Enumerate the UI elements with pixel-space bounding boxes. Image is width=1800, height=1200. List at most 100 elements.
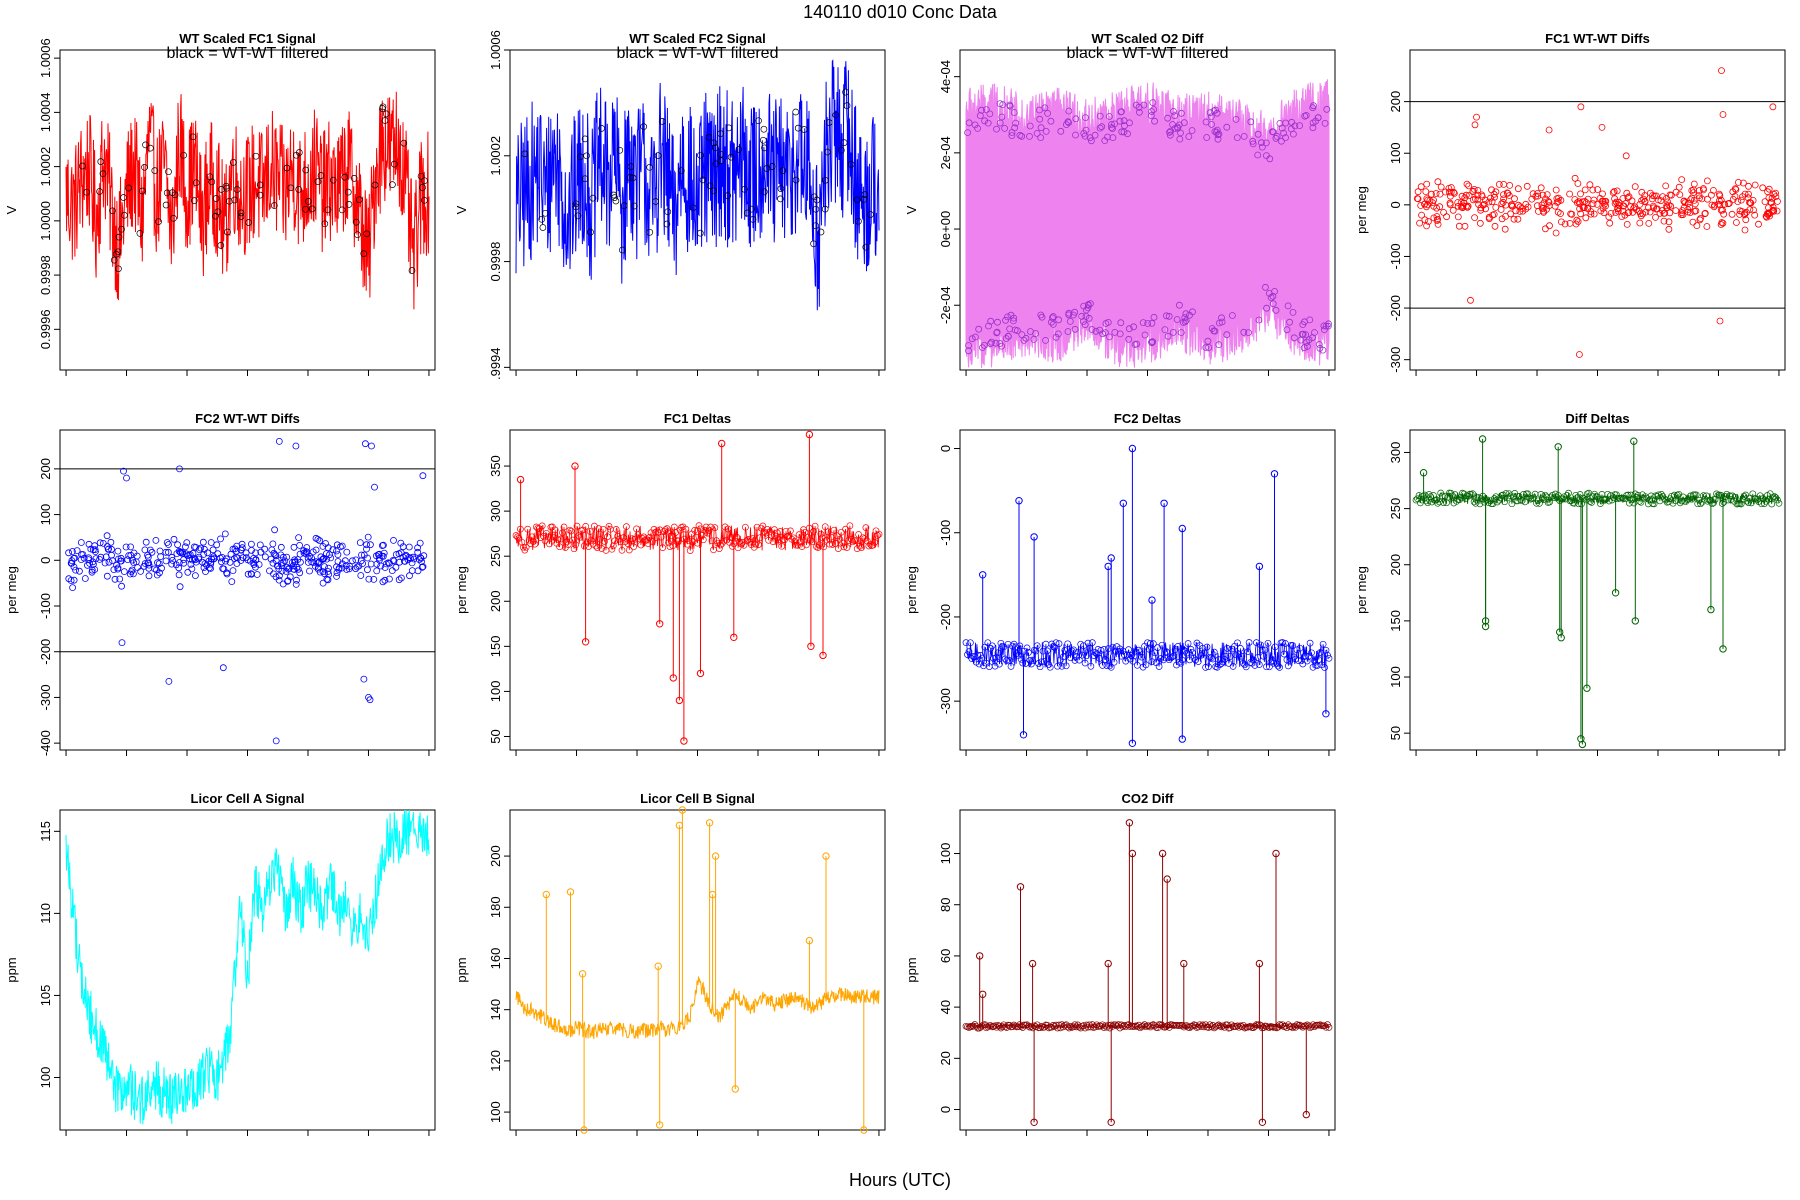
series-point-lower-level <box>979 344 986 352</box>
y-tick-label: -300 <box>1388 347 1403 373</box>
data-point <box>363 545 370 553</box>
data-point <box>107 538 115 546</box>
series-point <box>1229 663 1237 670</box>
data-point <box>358 551 365 559</box>
series-point <box>736 538 743 546</box>
filtered-point <box>587 228 594 236</box>
data-point <box>1478 191 1486 199</box>
series-point <box>740 541 748 549</box>
filtered-point <box>658 118 666 125</box>
x-tick-label: 20 <box>811 378 825 380</box>
series-point-upper-level <box>978 106 985 114</box>
data-point <box>1446 201 1454 209</box>
data-point <box>1433 213 1441 220</box>
filtered-point <box>717 150 725 158</box>
data-point <box>292 580 300 588</box>
data-point <box>1445 184 1453 192</box>
series-point <box>808 538 816 546</box>
series-point-upper-level <box>1108 121 1115 128</box>
data-point <box>1418 211 1425 219</box>
chart-title: FC1 Deltas <box>664 411 731 426</box>
plot-frame <box>959 429 1336 751</box>
series-line-fc1-signal <box>65 91 430 310</box>
series-point-upper-level <box>1272 134 1280 142</box>
filtered-point <box>317 172 325 179</box>
series-point-lower-level <box>1149 338 1157 346</box>
series-point-upper-level <box>1254 130 1262 138</box>
data-point <box>388 567 396 575</box>
data-point <box>1636 200 1644 208</box>
filtered-point <box>777 195 784 203</box>
series-point <box>1245 639 1253 646</box>
data-point <box>1568 210 1576 218</box>
data-point <box>414 548 422 556</box>
data-point <box>1650 192 1658 200</box>
series-point <box>1087 662 1095 670</box>
series-point-upper-level <box>1169 121 1177 128</box>
series-point-upper-level <box>1232 116 1240 123</box>
y-tick-label: 0.9996 <box>38 309 53 349</box>
data-point <box>1614 205 1622 213</box>
data-point <box>116 575 124 583</box>
series-point <box>1212 663 1220 670</box>
series-point-upper-level <box>1207 113 1215 121</box>
chart-title: WT Scaled FC2 Signal <box>629 31 766 46</box>
y-tick-label: 0.9998 <box>488 242 503 282</box>
data-point <box>329 546 337 554</box>
spike-point <box>1302 1110 1310 1119</box>
spike-point <box>807 642 815 651</box>
series-point <box>1289 642 1297 649</box>
data-point <box>114 547 122 555</box>
data-point <box>1423 195 1431 203</box>
data-point <box>233 542 241 550</box>
series-point <box>801 528 809 536</box>
x-tick-label: 24 <box>1322 758 1336 760</box>
data-point <box>1612 209 1620 216</box>
data-point <box>1759 184 1767 192</box>
data-point <box>86 559 93 567</box>
spike-point <box>1128 444 1137 453</box>
filtered-point <box>705 133 713 141</box>
spike-point <box>1104 959 1112 968</box>
data-point <box>375 556 383 564</box>
outlier-point <box>1473 113 1480 121</box>
filtered-point <box>355 196 363 204</box>
data-point <box>1627 203 1635 211</box>
y-tick-label: 150 <box>488 635 503 657</box>
data-point <box>395 576 403 584</box>
y-axis-label: V <box>4 205 19 214</box>
series-point-upper-level <box>1037 124 1045 132</box>
data-point <box>1557 218 1565 226</box>
series-point <box>1062 662 1070 670</box>
data-point <box>204 549 212 557</box>
spike-point <box>1631 617 1639 625</box>
series-point-lower-level <box>1306 316 1314 324</box>
series-point <box>1112 647 1119 655</box>
y-tick-label: -100 <box>938 520 953 546</box>
data-point <box>125 552 133 560</box>
data-point <box>76 567 83 575</box>
data-point <box>405 553 413 561</box>
filtered-point <box>237 209 245 217</box>
data-point <box>1425 218 1432 225</box>
spike-point <box>1255 959 1264 968</box>
series-point <box>1563 492 1571 499</box>
x-tick-label: 12 <box>240 1138 254 1140</box>
data-point <box>145 572 153 580</box>
x-tick-label: 16 <box>751 378 765 380</box>
data-point <box>1599 190 1606 198</box>
data-point <box>333 547 340 555</box>
spike-point <box>566 888 575 896</box>
series-point-lower-level <box>1018 331 1026 339</box>
series-point-lower-level <box>1322 322 1330 330</box>
data-point <box>1622 200 1630 207</box>
series-point-upper-level <box>976 112 984 119</box>
filtered-point <box>779 167 787 174</box>
series-point <box>1221 656 1228 663</box>
filtered-point <box>616 146 624 154</box>
outlier-point <box>1575 351 1583 358</box>
series-point <box>1100 646 1108 653</box>
series-point <box>538 522 546 530</box>
series-point-lower-level <box>1111 328 1119 336</box>
